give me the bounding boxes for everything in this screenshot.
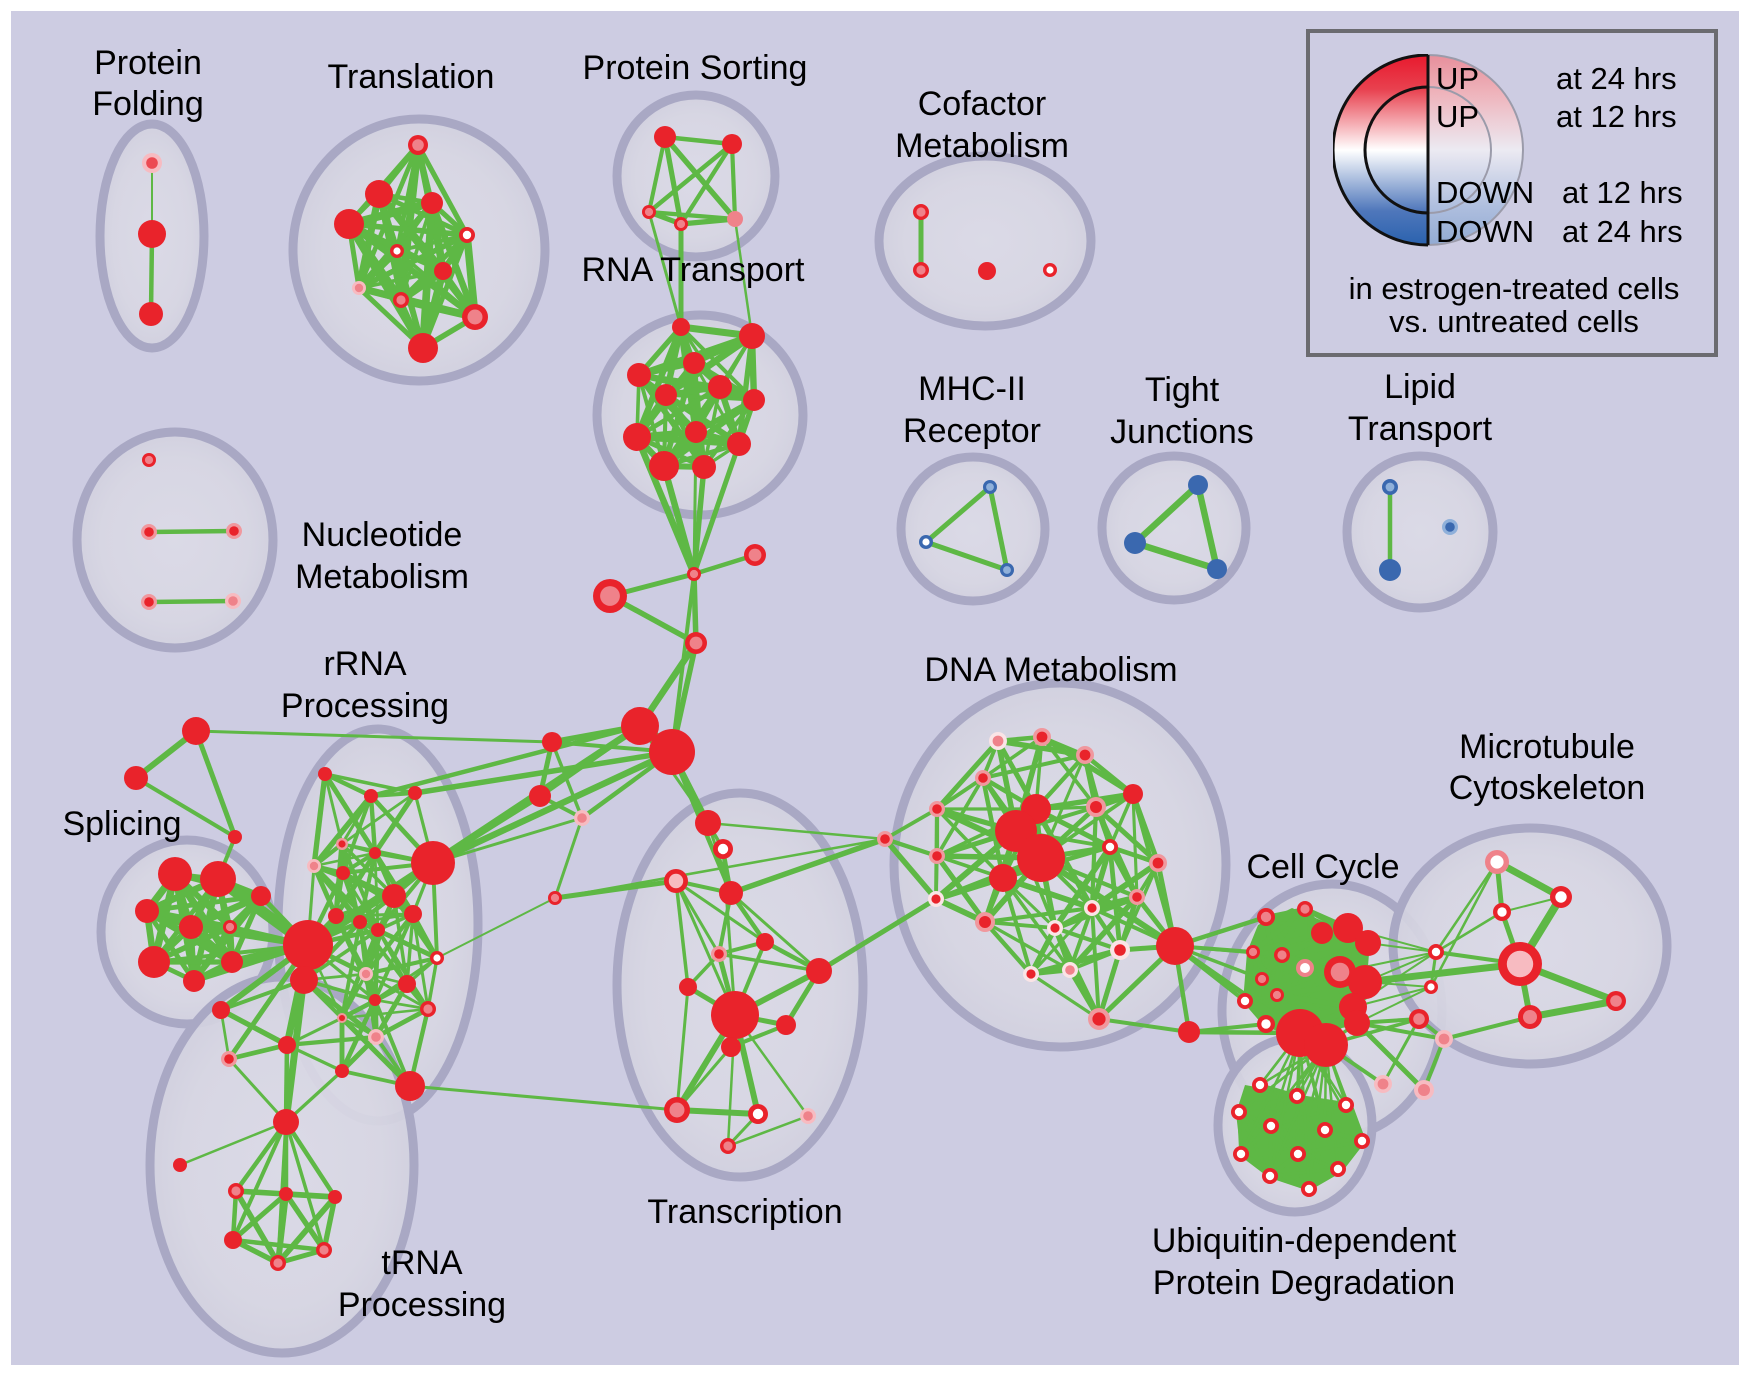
svg-text:Processing: Processing (338, 1286, 506, 1324)
svg-text:in estrogen-treated cells: in estrogen-treated cells (1349, 271, 1680, 306)
svg-text:Protein: Protein (94, 44, 202, 82)
svg-text:Receptor: Receptor (903, 412, 1041, 450)
svg-text:Splicing: Splicing (62, 805, 181, 843)
svg-text:vs. untreated cells: vs. untreated cells (1389, 304, 1639, 339)
svg-text:Folding: Folding (92, 85, 204, 123)
svg-text:Cofactor: Cofactor (918, 85, 1047, 123)
svg-text:Cell Cycle: Cell Cycle (1246, 848, 1399, 886)
svg-text:Lipid: Lipid (1384, 368, 1456, 406)
svg-text:UP: UP (1436, 61, 1479, 96)
svg-text:rRNA: rRNA (323, 645, 406, 683)
svg-text:Junctions: Junctions (1110, 413, 1254, 451)
svg-text:tRNA: tRNA (381, 1244, 463, 1282)
svg-text:at 24 hrs: at 24 hrs (1562, 214, 1683, 249)
svg-text:at 12 hrs: at 12 hrs (1562, 175, 1683, 210)
svg-text:Metabolism: Metabolism (895, 127, 1069, 165)
svg-text:at 24 hrs: at 24 hrs (1556, 61, 1677, 96)
svg-text:Nucleotide: Nucleotide (302, 516, 463, 554)
svg-text:DOWN: DOWN (1436, 214, 1534, 249)
svg-text:RNA Transport: RNA Transport (582, 251, 806, 289)
svg-text:DNA Metabolism: DNA Metabolism (924, 651, 1177, 689)
svg-text:Protein Sorting: Protein Sorting (583, 49, 808, 87)
svg-text:DOWN: DOWN (1436, 175, 1534, 210)
svg-text:Transport: Transport (1348, 410, 1493, 448)
svg-text:Protein Degradation: Protein Degradation (1153, 1264, 1455, 1302)
svg-text:MHC-II: MHC-II (918, 370, 1026, 408)
svg-text:Translation: Translation (328, 58, 495, 96)
svg-text:Ubiquitin-dependent: Ubiquitin-dependent (1152, 1222, 1457, 1260)
svg-text:Processing: Processing (281, 687, 449, 725)
svg-text:at 12 hrs: at 12 hrs (1556, 99, 1677, 134)
svg-text:Metabolism: Metabolism (295, 558, 469, 596)
svg-text:Microtubule: Microtubule (1459, 728, 1635, 766)
svg-text:Transcription: Transcription (647, 1193, 842, 1231)
svg-text:Cytoskeleton: Cytoskeleton (1449, 769, 1646, 807)
svg-text:UP: UP (1436, 99, 1479, 134)
svg-text:Tight: Tight (1145, 371, 1220, 409)
